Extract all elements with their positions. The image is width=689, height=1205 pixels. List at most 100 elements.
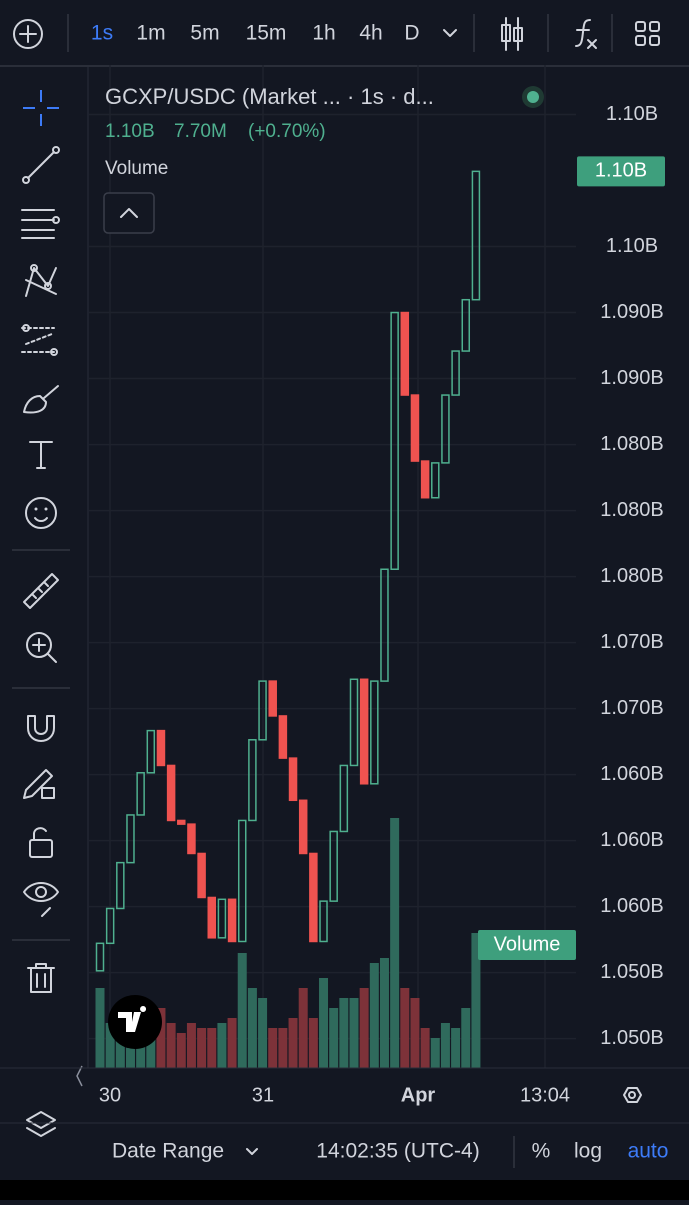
candle-body xyxy=(420,460,430,499)
bottom-strip xyxy=(0,1180,689,1200)
volume-bar xyxy=(227,1018,237,1068)
interval-button[interactable]: D xyxy=(404,22,419,45)
volume-bar xyxy=(186,1023,196,1068)
legend-volume: 7.70M xyxy=(174,121,227,142)
candle-body xyxy=(339,764,349,833)
volume-bar xyxy=(308,1018,318,1068)
indicators-button[interactable] xyxy=(575,19,597,49)
volume-bar xyxy=(217,1023,227,1068)
interval-button[interactable]: 15m xyxy=(246,22,287,45)
candle-body xyxy=(187,823,196,855)
measure-tool[interactable] xyxy=(23,573,59,609)
collapse-toolbar[interactable] xyxy=(76,1065,83,1087)
legend-price: 1.10B xyxy=(105,121,155,142)
collapse-legend-button[interactable] xyxy=(103,192,155,234)
fib-tool[interactable] xyxy=(21,209,60,239)
legend: GCXP/USDC (Market ... · 1s · d... 1.10B … xyxy=(103,84,544,234)
interval-button[interactable]: 1m xyxy=(136,22,165,45)
chart-type-button[interactable] xyxy=(501,17,523,51)
interval-button[interactable]: 1s xyxy=(91,22,113,45)
candle-body xyxy=(461,298,471,352)
date-range-button[interactable]: Date Range xyxy=(112,1140,224,1163)
lock-tool[interactable] xyxy=(29,827,53,858)
candle-body xyxy=(207,896,217,939)
candle-body xyxy=(156,729,166,767)
price-tick-label: 1.090B xyxy=(600,301,663,323)
candle-body xyxy=(380,568,389,682)
volume-bar xyxy=(451,1028,461,1068)
volume-bar xyxy=(197,1028,207,1068)
interval-button[interactable]: 5m xyxy=(190,22,219,45)
trend-line-tool[interactable] xyxy=(22,146,60,184)
volume-bar xyxy=(390,818,400,1068)
candle-body xyxy=(370,680,379,785)
percent-toggle[interactable]: % xyxy=(532,1140,551,1163)
volume-bar xyxy=(369,963,379,1068)
prediction-tool[interactable] xyxy=(21,324,58,356)
volume-bar xyxy=(247,988,257,1068)
volume-tag xyxy=(478,930,576,960)
volume-bar xyxy=(115,1028,125,1068)
interval-group: 1s 1m 5m 15m 1h 4h D xyxy=(91,22,420,45)
time-tick-label: Apr xyxy=(401,1084,436,1106)
price-tick-label: 1.050B xyxy=(600,961,663,983)
volume-tag-label: Volume xyxy=(494,933,561,955)
symbol-title[interactable]: GCXP/USDC (Market ... · 1s · d... xyxy=(105,84,434,109)
candle-body xyxy=(258,680,267,741)
interval-button[interactable]: 1h xyxy=(312,22,335,45)
candle-body xyxy=(431,462,440,499)
price-tick-label: 1.060B xyxy=(600,829,663,851)
candle-body xyxy=(278,715,288,759)
price-tick-label: 1.080B xyxy=(600,565,663,587)
price-tick-label: 1.10B xyxy=(606,103,658,125)
volume-bar xyxy=(461,1008,471,1068)
volume-bar xyxy=(319,978,329,1068)
volume-bar xyxy=(258,998,268,1068)
volume-bar xyxy=(237,953,247,1068)
interval-dropdown[interactable] xyxy=(443,29,457,37)
lock-drawings-tool[interactable] xyxy=(23,769,55,799)
brush-tool[interactable] xyxy=(23,385,59,414)
price-tick-label: 1.090B xyxy=(600,367,663,389)
delete-tool[interactable] xyxy=(27,963,55,993)
candles xyxy=(95,170,481,972)
price-tick-label: 1.060B xyxy=(600,763,663,785)
layout-button[interactable] xyxy=(635,21,660,46)
last-price-label: 1.10B xyxy=(595,160,647,182)
volume-bar xyxy=(471,933,481,1068)
volume-bar xyxy=(268,1028,278,1068)
time-tick-label: 13:04 xyxy=(520,1084,570,1106)
volume-bar xyxy=(400,988,410,1068)
time-axis: 30 31 Apr 13:04 xyxy=(99,1084,570,1106)
zoom-tool[interactable] xyxy=(26,632,57,663)
visibility-tool[interactable] xyxy=(23,882,59,917)
candle-body xyxy=(309,852,318,943)
auto-toggle[interactable]: auto xyxy=(628,1140,669,1163)
pattern-tool[interactable] xyxy=(25,264,57,297)
volume-bar xyxy=(339,998,349,1068)
text-tool[interactable] xyxy=(29,441,53,469)
drawing-toolbar xyxy=(12,90,83,1137)
volume-bar xyxy=(329,1008,339,1068)
axis-settings[interactable] xyxy=(623,1087,642,1103)
object-tree-button[interactable] xyxy=(26,1111,56,1137)
indicator-name[interactable]: Volume xyxy=(105,158,168,179)
candle-body xyxy=(349,678,359,767)
market-status xyxy=(527,91,539,103)
add-symbol-button[interactable] xyxy=(13,19,43,49)
magnet-tool[interactable] xyxy=(27,715,55,742)
volume-bar xyxy=(288,1018,298,1068)
candle-body xyxy=(197,852,206,899)
candle-body xyxy=(471,170,481,301)
volume-bars xyxy=(95,818,481,1068)
interval-button[interactable]: 4h xyxy=(359,22,382,45)
candle-body xyxy=(248,739,257,822)
candle-body xyxy=(410,394,420,462)
emoji-tool[interactable] xyxy=(25,497,57,529)
volume-bar xyxy=(420,1028,430,1068)
crosshair-tool[interactable] xyxy=(23,90,59,126)
log-toggle[interactable]: log xyxy=(574,1140,602,1163)
candle-body xyxy=(390,311,399,571)
timezone-button[interactable]: 14:02:35 (UTC-4) xyxy=(316,1140,479,1163)
